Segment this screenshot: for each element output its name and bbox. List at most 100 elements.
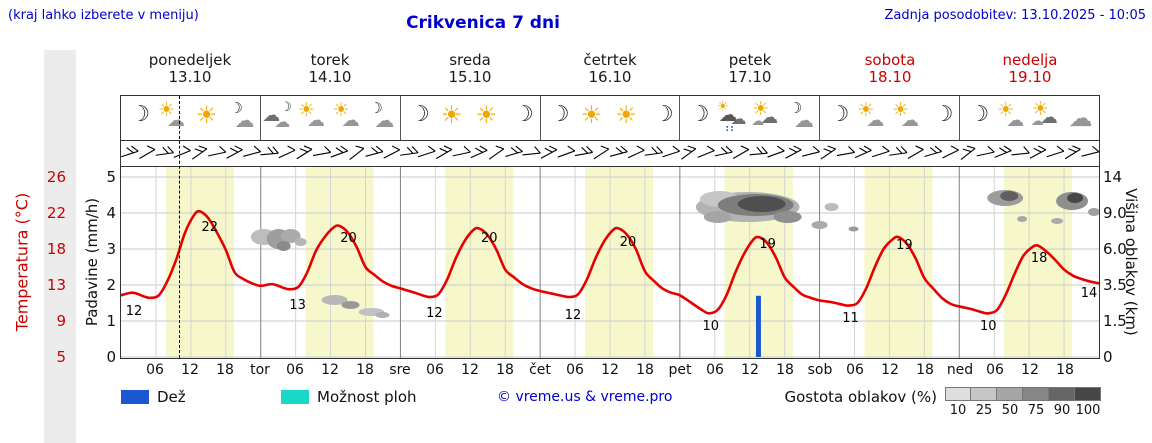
wind-barb [417, 145, 436, 158]
sun-cloud-icon: ☀ ☁ [857, 99, 885, 131]
cloud-density-ticks: 10 25 50 75 90 100 [945, 403, 1101, 418]
moon-icon: ☽ [829, 102, 850, 127]
wind-barb [889, 146, 908, 156]
cloud-height-tick: 9.0 [1103, 204, 1127, 222]
wind-barb [871, 145, 890, 158]
wind-barb [994, 145, 1012, 158]
cloud-density-blob [375, 312, 390, 318]
clouds-moon-icon: ☽ ☁ ☁ [262, 100, 292, 131]
day-header-četrtek: četrtek 16.10 [540, 52, 680, 86]
wind-barb [365, 145, 384, 157]
day-date: 13.10 [168, 68, 212, 86]
wind-barb [452, 145, 471, 157]
icon-cell-sobota: ☽ ☀ ☁ ☀ ☁ ☽ [820, 96, 961, 140]
cloud-moon-icon: ☽ ☁ [229, 99, 255, 132]
hour-label: 06 [986, 362, 1004, 378]
wind-barb [1046, 145, 1065, 158]
wind-barb [924, 145, 943, 158]
temperature-point-label: 20 [620, 235, 636, 250]
sun-icon: ☀ [195, 101, 218, 129]
sun-cloud-icon: ☀ ☁ [158, 99, 186, 131]
day-date: 16.10 [588, 68, 632, 86]
moon-icon: ☽ [130, 102, 151, 127]
hour-label: 12 [1021, 362, 1039, 378]
cloud-density-blob [276, 241, 291, 251]
icon-cell-četrtek: ☽ ☀ ☀ ☽ [541, 96, 681, 140]
day-abbr-label: sob [807, 362, 833, 378]
day-name: sreda [449, 51, 491, 69]
wind-barb [1064, 145, 1081, 160]
sun-clouds-icon: ☀ ☁ ☁ [751, 98, 779, 129]
wind-barb [296, 145, 313, 160]
icon-cell-sreda: ☽ ☀ ☀ ☽ [401, 96, 541, 140]
temperature-point-label: 19 [759, 237, 775, 252]
icon-cell-nedelja: ☽ ☀ ☁ ☀ ☁ ☁ ☁ [960, 96, 1099, 140]
cloud-density-blob [1017, 216, 1028, 222]
cloud-height-tick: 1.5 [1103, 312, 1127, 330]
hour-label: 18 [1056, 362, 1074, 378]
wind-barb [714, 145, 733, 157]
wind-barb [208, 145, 227, 157]
cloud-icon: ☁ [1068, 104, 1093, 132]
hour-label: 06 [286, 362, 304, 378]
wind-barb [191, 145, 208, 160]
hour-label: 06 [706, 362, 724, 378]
daylight-band [165, 167, 234, 358]
wind-barb [960, 145, 976, 160]
density-tick-label: 90 [1053, 403, 1071, 418]
wind-barb [349, 145, 365, 160]
hour-label: 06 [566, 362, 584, 378]
meteogram-chart: 12 22 13 20 12 20 12 20 10 19 11 19 10 18 14 [119, 167, 1101, 359]
menu-hint: (kraj lahko izberete v meniju) [8, 8, 199, 23]
temperature-point-label: 12 [565, 308, 581, 323]
density-tick-label: 10 [949, 403, 967, 418]
copyright-link[interactable]: © vreme.us & vreme.pro [497, 389, 673, 405]
wind-barb [732, 145, 750, 159]
temperature-point-label: 10 [703, 319, 719, 334]
density-swatch-100 [1075, 387, 1101, 401]
wind-barb [488, 145, 505, 160]
daylight-band [584, 167, 654, 358]
precip-tick: 3 [106, 240, 116, 258]
wind-barb [1011, 146, 1030, 156]
day-name: nedelja [1002, 51, 1058, 69]
cloud-density-label: Gostota oblakov (%) [784, 388, 937, 406]
temperature-point-label: 13 [289, 298, 305, 313]
wind-barb [436, 145, 453, 159]
day-name: torek [310, 51, 350, 69]
precip-tick: 0 [106, 348, 116, 366]
icon-cell-torek: ☽ ☁ ☁ ☀ ☁ ☀ ☁ ☽ ☁ [261, 96, 401, 140]
moon-icon: ☽ [689, 102, 710, 127]
wind-barb [644, 146, 663, 156]
cloud-density-blob [294, 238, 307, 246]
wind-barb [139, 145, 156, 159]
day-name: ponedeljek [148, 51, 232, 69]
cloud-density-blob [824, 203, 839, 211]
hour-label: 12 [321, 362, 339, 378]
wind-barb [801, 145, 820, 157]
wind-barb [540, 145, 558, 159]
hour-label: 12 [881, 362, 899, 378]
cloud-density-scale [945, 387, 1101, 401]
temp-tick: 13 [46, 276, 66, 294]
temp-tick: 26 [46, 168, 66, 186]
wind-barb [574, 146, 594, 157]
moon-icon: ☽ [969, 102, 990, 127]
precip-tick: 1 [106, 312, 116, 330]
density-tick-label: 75 [1027, 403, 1045, 418]
density-swatch-25 [971, 387, 997, 401]
moon-icon: ☽ [514, 102, 534, 127]
day-date: 17.10 [728, 68, 772, 86]
day-header-torek: torek 14.10 [260, 52, 400, 86]
precip-tick: 2 [106, 276, 116, 294]
wind-barb [400, 146, 419, 156]
wind-barb [505, 145, 523, 158]
temperature-point-label: 20 [481, 231, 497, 246]
hour-label: 06 [146, 362, 164, 378]
wind-barb [330, 145, 349, 158]
density-tick-label: 50 [1001, 403, 1019, 418]
sun-cloud-icon: ☀ ☁ [997, 99, 1025, 131]
wind-barb [155, 146, 174, 156]
cloud-moon-icon: ☽ ☁ [788, 99, 814, 132]
